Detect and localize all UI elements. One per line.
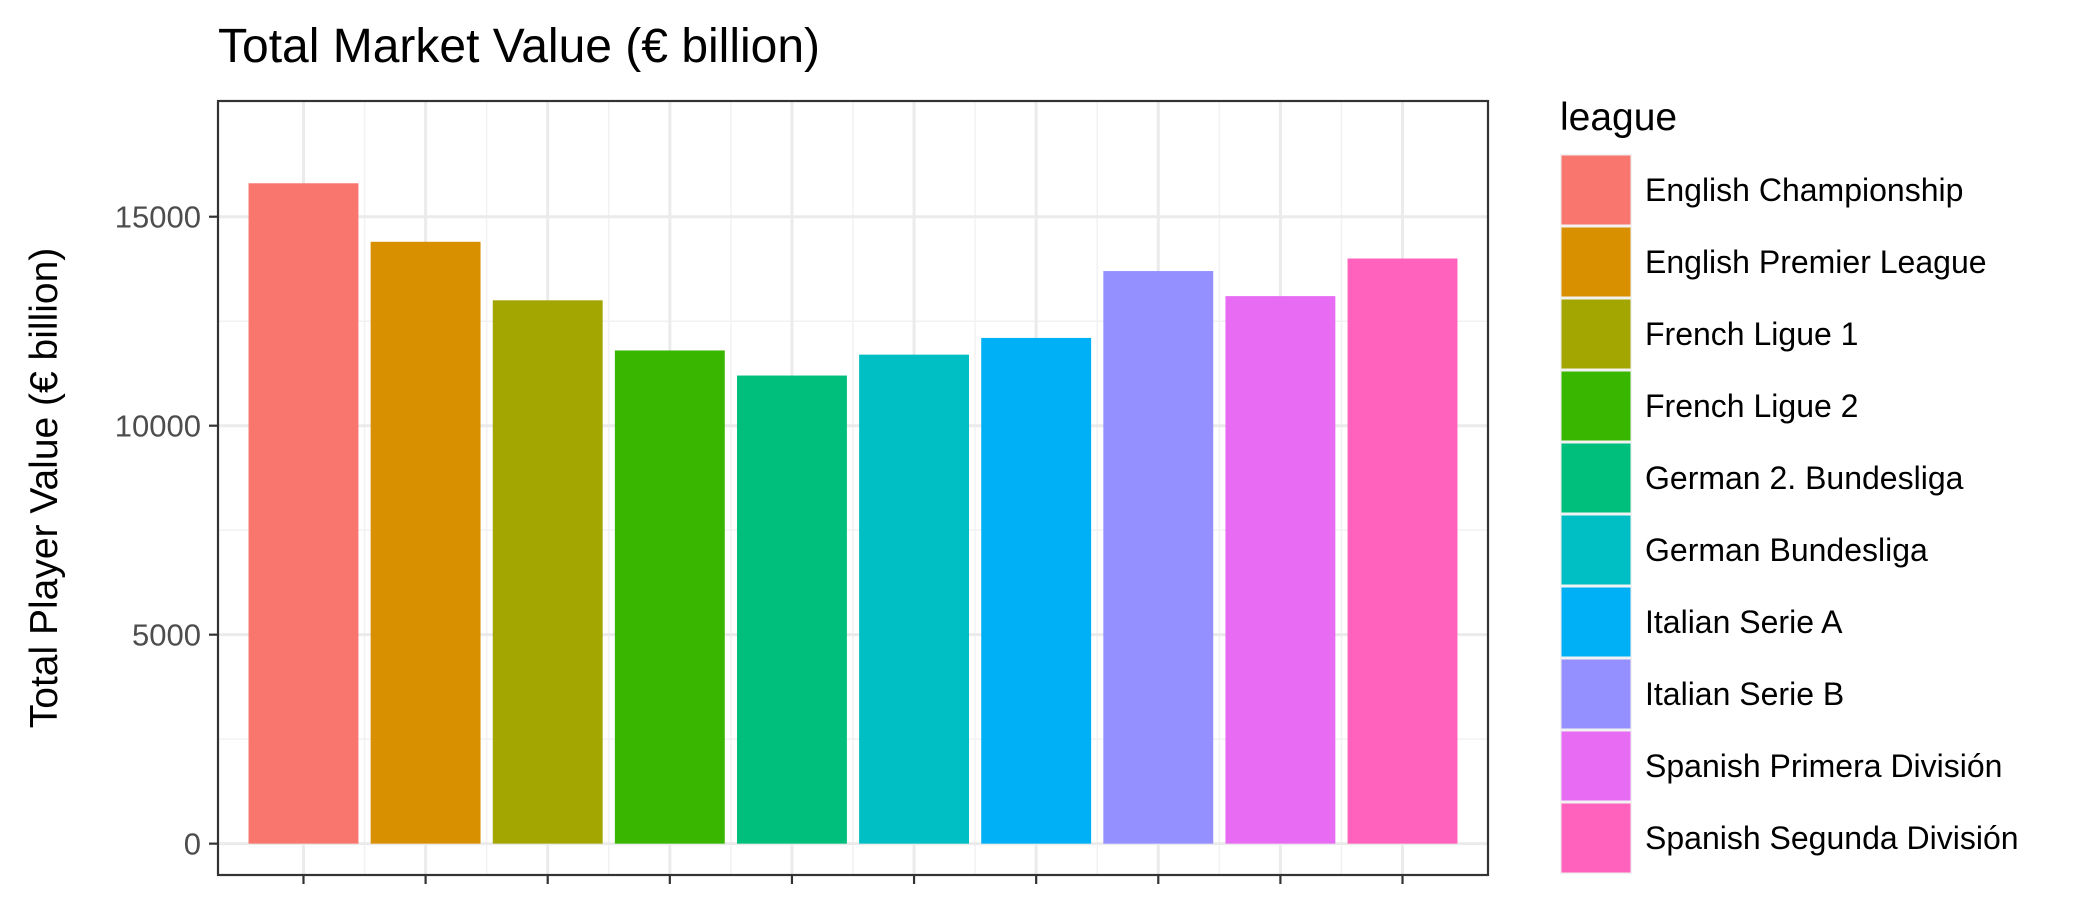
legend-label: English Championship xyxy=(1645,172,1963,208)
legend-label: Spanish Segunda División xyxy=(1645,820,2019,856)
legend-label: English Premier League xyxy=(1645,244,1987,280)
y-axis: 0 5000 10000 15000 xyxy=(115,200,218,862)
y-axis-title: Total Player Value (€ billion) xyxy=(23,248,66,729)
bar xyxy=(1347,258,1458,844)
legend-label: German Bundesliga xyxy=(1645,532,1928,568)
bar xyxy=(981,337,1092,844)
legend-label: German 2. Bundesliga xyxy=(1645,460,1964,496)
legend-swatch xyxy=(1561,515,1631,585)
legend-swatch xyxy=(1561,803,1631,873)
bar xyxy=(614,350,725,844)
bar xyxy=(859,354,970,844)
legend-label: Spanish Primera División xyxy=(1645,748,2002,784)
legend-swatch xyxy=(1561,659,1631,729)
plot-panel xyxy=(216,99,1490,877)
bar xyxy=(492,300,603,844)
y-tick-label: 5000 xyxy=(132,618,201,653)
legend-swatch xyxy=(1561,227,1631,297)
bar xyxy=(1103,271,1214,844)
bar xyxy=(736,375,847,844)
legend-swatch xyxy=(1561,731,1631,801)
legend-swatch xyxy=(1561,443,1631,513)
y-tick-label: 0 xyxy=(184,827,201,862)
legend-swatch xyxy=(1561,155,1631,225)
legend-label: French Ligue 1 xyxy=(1645,316,1858,352)
bars xyxy=(248,183,1458,844)
legend: league English Championship English Premi… xyxy=(1560,96,2019,874)
bar xyxy=(1225,296,1336,844)
legend-label: Italian Serie B xyxy=(1645,676,1844,712)
x-axis xyxy=(302,875,1404,884)
bar xyxy=(370,241,481,844)
legend-label: Italian Serie A xyxy=(1645,604,1843,640)
chart-title: Total Market Value (€ billion) xyxy=(218,20,820,73)
bar xyxy=(248,183,359,844)
legend-title: league xyxy=(1560,96,1677,139)
legend-items: English Championship English Premier Leag… xyxy=(1560,154,2019,874)
legend-swatch xyxy=(1561,587,1631,657)
legend-swatch xyxy=(1561,299,1631,369)
plot-border xyxy=(216,99,1490,877)
y-tick-label: 10000 xyxy=(115,409,201,444)
legend-label: French Ligue 2 xyxy=(1645,388,1858,424)
legend-swatch xyxy=(1561,371,1631,441)
y-tick-label: 15000 xyxy=(115,200,201,235)
